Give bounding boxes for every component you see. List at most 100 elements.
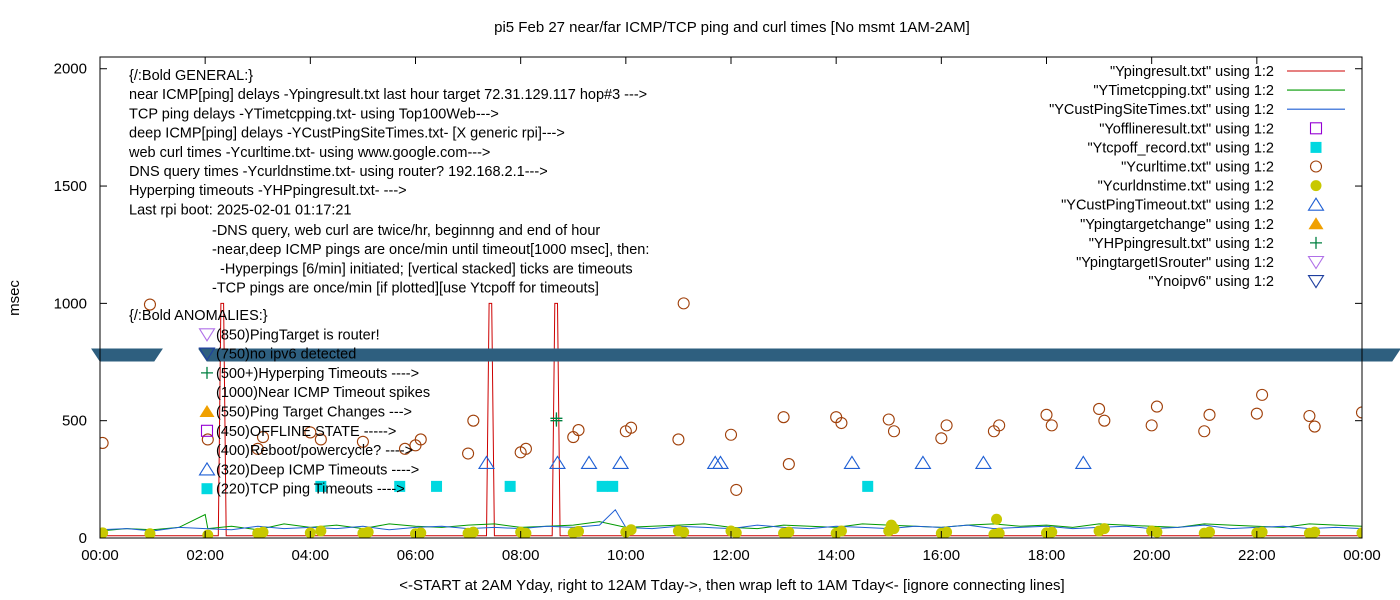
data-point xyxy=(835,525,847,537)
anomaly-key-marker xyxy=(199,405,215,417)
data-point xyxy=(993,419,1006,432)
legend-swatch xyxy=(1307,275,1325,289)
legend-swatch xyxy=(1310,236,1322,249)
data-point xyxy=(1093,402,1106,416)
data-point xyxy=(304,426,317,439)
legend-swatch xyxy=(1307,197,1325,211)
legend-label: "Yofflineresult.txt" using 1:2 xyxy=(1099,121,1274,137)
legend-label: "Ypingresult.txt" using 1:2 xyxy=(1110,64,1274,80)
data-point xyxy=(202,529,214,538)
data-point xyxy=(356,435,369,448)
markers-layer xyxy=(100,297,1362,538)
data-point xyxy=(1046,526,1058,538)
data-point xyxy=(201,433,214,446)
data-point xyxy=(414,433,427,446)
axes-layer: 00:00 02:00 04:00 06:00 08:00 10:00 12:00 14:00… xyxy=(54,57,1381,564)
data-point xyxy=(1308,420,1321,433)
data-point xyxy=(835,416,848,430)
data-point xyxy=(573,525,585,537)
anomaly-key-marker xyxy=(201,483,213,495)
anomaly-key-marker xyxy=(198,461,216,476)
data-point xyxy=(257,526,269,538)
annotation-general-line: TCP ping delays -YTimetcpping.txt- using… xyxy=(129,106,499,122)
data-point xyxy=(467,414,480,427)
data-point xyxy=(143,298,157,311)
annotation-general-line: deep ICMP[ping] delays -YCustPingSiteTim… xyxy=(129,126,565,142)
annotation-anomaly-line: (450)OFFLINE STATE -----> xyxy=(216,424,396,440)
data-point xyxy=(362,526,374,538)
data-point xyxy=(315,480,327,492)
annotation-note-line: -Hyperpings [6/min] initiated; [vertical… xyxy=(212,261,633,277)
data-point xyxy=(1098,523,1110,535)
data-point xyxy=(1098,414,1111,427)
annotation-general-line: DNS query times -Ycurldnstime.txt- using… xyxy=(129,164,548,180)
x-tick-label: 00:00 xyxy=(1343,547,1381,564)
series-line xyxy=(100,513,1362,532)
data-point xyxy=(782,458,795,471)
data-point xyxy=(477,455,495,469)
data-point xyxy=(730,483,743,496)
legend-label: "Ytcpoff_record.txt" using 1:2 xyxy=(1087,140,1274,156)
data-point xyxy=(596,480,608,492)
data-point xyxy=(711,455,729,469)
anomaly-key-marker xyxy=(198,328,216,342)
data-point xyxy=(678,526,690,538)
x-tick-label: 14:00 xyxy=(817,547,855,564)
data-point xyxy=(467,526,479,538)
data-point xyxy=(730,527,742,538)
y-tick-label: 1500 xyxy=(54,178,87,195)
data-point xyxy=(580,455,598,469)
x-tick-label: 20:00 xyxy=(1133,547,1171,564)
x-tick-label: 16:00 xyxy=(923,547,961,564)
data-point xyxy=(862,480,874,492)
annotations-layer: {/:Bold GENERAL:} near ICMP[ping] delays … xyxy=(128,68,649,498)
annotation-general-line: web curl times -Ycurltime.txt- using www… xyxy=(128,145,490,161)
data-point xyxy=(612,455,630,469)
data-point xyxy=(974,455,992,469)
legend-label: "YCustPingSiteTimes.txt" using 1:2 xyxy=(1049,102,1274,118)
annotation-anomaly-line: (850)PingTarget is router! xyxy=(216,327,380,343)
x-tick-label: 10:00 xyxy=(607,547,645,564)
legend-label: "YCustPingTimeout.txt" using 1:2 xyxy=(1061,198,1274,214)
data-point xyxy=(991,513,1003,525)
data-point xyxy=(1250,407,1263,420)
legend: "Ypingresult.txt" using 1:2 "YTimetcpping… xyxy=(1049,64,1345,290)
x-tick-label: 22:00 xyxy=(1238,547,1276,564)
annotation-general-line: {/:Bold GENERAL:} xyxy=(129,68,253,84)
data-point xyxy=(607,480,619,492)
legend-label: "YHPpingresult.txt" using 1:2 xyxy=(1089,236,1274,252)
data-point xyxy=(625,524,637,536)
data-point xyxy=(1074,455,1092,469)
y-axis-label: msec xyxy=(6,280,23,316)
data-point xyxy=(993,527,1005,538)
y-tick-label: 0 xyxy=(79,530,87,547)
data-point xyxy=(1204,526,1216,538)
annotation-general-line: Last rpi boot: 2025-02-01 01:17:21 xyxy=(129,202,352,218)
data-point xyxy=(567,431,580,444)
data-point xyxy=(394,480,406,492)
data-point xyxy=(314,433,327,446)
x-tick-label: 12:00 xyxy=(712,547,750,564)
data-point xyxy=(914,455,932,469)
annotation-anomaly-line: (220)TCP ping Timeouts ----> xyxy=(216,482,405,498)
data-point xyxy=(941,526,953,538)
data-point xyxy=(1198,425,1211,438)
data-point xyxy=(940,419,953,432)
legend-swatch xyxy=(1308,217,1324,230)
data-point xyxy=(520,527,532,538)
noipv6-marker-band xyxy=(198,348,1400,362)
x-tick-label: 18:00 xyxy=(1028,547,1066,564)
data-point xyxy=(431,480,443,492)
data-point xyxy=(882,413,895,426)
data-point xyxy=(1256,388,1269,401)
anomaly-key-marker xyxy=(201,366,213,379)
x-tick-label: 04:00 xyxy=(292,547,330,564)
data-point xyxy=(398,442,412,455)
data-point xyxy=(504,480,516,492)
x-tick-label: 00:00 xyxy=(81,547,119,564)
data-point xyxy=(1150,400,1163,413)
legend-label: "Ycurltime.txt" using 1:2 xyxy=(1121,160,1274,176)
data-point xyxy=(672,433,685,446)
y-tick-label: 500 xyxy=(62,413,87,430)
